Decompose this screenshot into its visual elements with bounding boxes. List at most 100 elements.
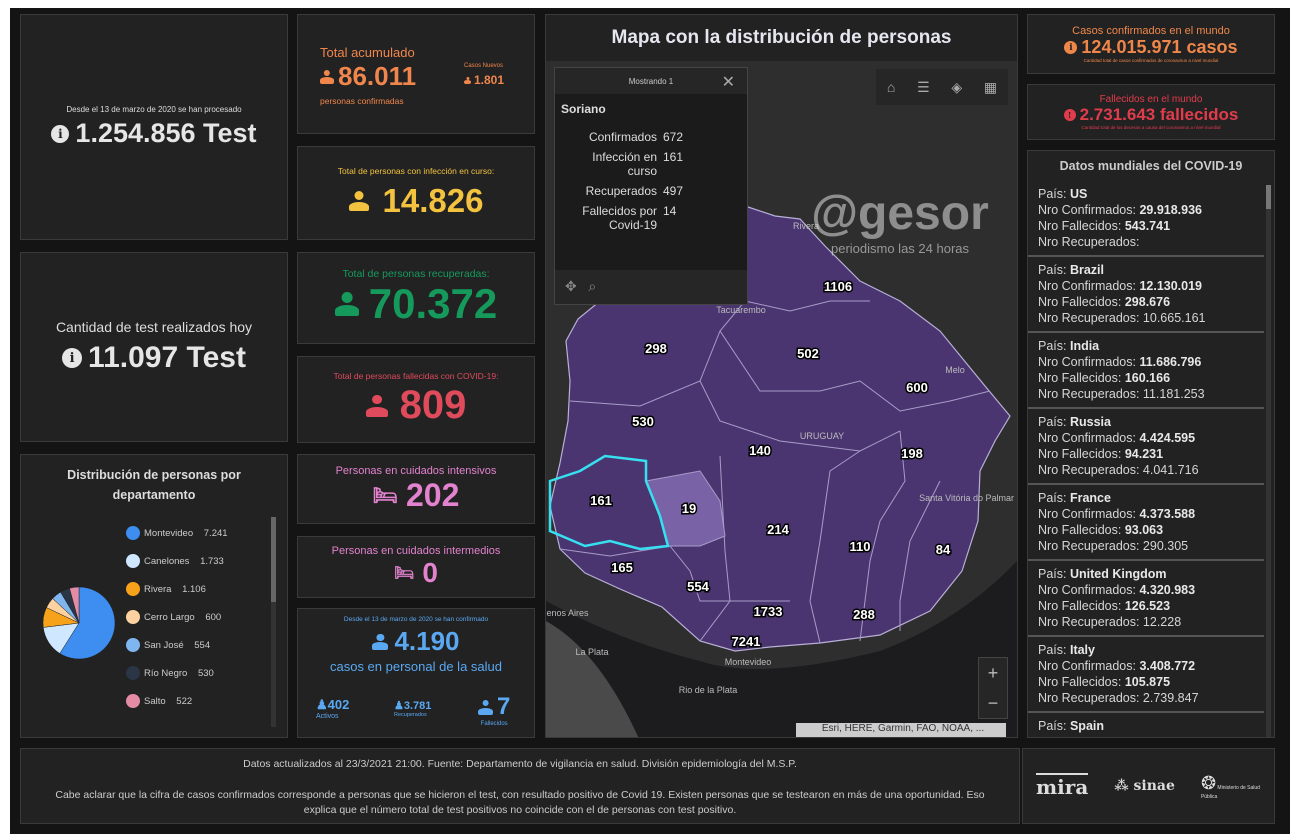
confirmed-label: Nro Confirmados: (1038, 659, 1140, 673)
zoom-to-icon[interactable]: ⌕ (588, 278, 597, 294)
world-list-item[interactable]: País: Brazil Nro Confirmados: 12.130.019 … (1028, 257, 1264, 333)
recovered-label: Nro Recuperados: (1038, 387, 1143, 401)
world-list-item[interactable]: País: Russia Nro Confirmados: 4.424.595 N… (1028, 409, 1264, 485)
legend-scrollbar[interactable] (271, 517, 276, 727)
tests-today-value: 11.097 Test (88, 341, 246, 374)
place-label: URUGUAY (800, 431, 844, 441)
legend-value: 1.733 (200, 555, 224, 567)
legend-item[interactable]: Rivera 1.106 (126, 575, 228, 603)
world-confirmed-card: Casos confirmados en el mundo i 124.015.9… (1027, 14, 1275, 74)
tests-total-caption: Desde el 13 de marzo de 2020 se han proc… (66, 105, 242, 114)
zoom-in-button[interactable]: + (987, 663, 999, 683)
world-deaths-title: Fallecidos en el mundo (1099, 94, 1203, 105)
country-name: United Kingdom (1069, 567, 1167, 581)
map-view[interactable]: 1106 298 502 600 530 140 198 161 19 214 110 84 165 55… (546, 61, 1017, 737)
popup-header: Mostrando 1 ✕ (555, 68, 747, 94)
country-name: Brazil (1069, 263, 1105, 277)
world-confirmed-title: Casos confirmados en el mundo (1072, 25, 1230, 37)
tests-total-card: Desde el 13 de marzo de 2020 se han proc… (20, 14, 288, 240)
world-list-item[interactable]: País: United Kingdom Nro Confirmados: 4.3… (1028, 561, 1264, 637)
place-label: La Plata (575, 647, 608, 657)
department-count-label: 7241 (732, 634, 761, 649)
pan-icon[interactable]: ✥ (565, 278, 577, 294)
popup-field-value: 161 (663, 150, 684, 164)
intensivos-card: Personas en cuidados intensivos 🛏 202 (297, 454, 535, 524)
department-count-label: 140 (749, 443, 771, 458)
close-icon[interactable]: ✕ (721, 74, 735, 91)
salud-fallecidos-label: Fallecidos (480, 721, 508, 727)
zoom-out-button[interactable]: − (987, 693, 999, 713)
confirmed-label: Nro Confirmados: (1038, 583, 1140, 597)
place-label: Buenos Aires (546, 608, 589, 618)
pie-slice-montevideo[interactable] (59, 586, 116, 660)
layers-icon[interactable]: ◈ (951, 78, 963, 95)
legend-item[interactable]: Cerro Largo 600 (126, 603, 228, 631)
basemap-gallery-icon[interactable]: ▦ (983, 78, 998, 95)
legend-color-swatch (126, 694, 140, 708)
department-count-label: 1106 (824, 279, 852, 294)
world-list-scrollbar[interactable] (1266, 185, 1271, 737)
en-curso-title: Total de personas con infección en curso… (337, 166, 495, 176)
world-list[interactable]: País: US Nro Confirmados: 29.918.936 Nro … (1028, 181, 1264, 737)
legend-color-swatch (126, 666, 140, 680)
map-attribution[interactable]: Esri, HERE, Garmin, FAO, NOAA, ... (796, 723, 1006, 737)
footer-logos: mira ⁂ sinae ❂ Ministerio de Salud Públi… (1022, 748, 1275, 824)
info-icon: i (1064, 41, 1078, 54)
legend-item[interactable]: Río Negro 530 (126, 659, 228, 687)
deaths-label: Nro Fallecidos: (1038, 295, 1125, 309)
place-label: Santa Vitória do Palmar (919, 493, 1014, 503)
uruguay-departments[interactable] (549, 205, 1011, 652)
person-icon: ♟ (316, 697, 328, 712)
place-label: Rivera (793, 221, 819, 231)
department-count-label: 530 (632, 414, 654, 429)
confirmed-value: 12.130.019 (1139, 279, 1202, 293)
pie-slice-salto[interactable] (69, 586, 80, 624)
popup-field-label: Infección en curso (592, 150, 657, 178)
argentina-land (546, 621, 639, 737)
fallecidas-title: Total de personas fallecidas con COVID-1… (333, 371, 499, 381)
department-soriano-selected[interactable] (548, 454, 670, 551)
legend-item[interactable]: Canelones 1.733 (126, 547, 228, 575)
legend-item[interactable]: San José 554 (126, 631, 228, 659)
legend-color-swatch (126, 582, 140, 596)
recovered-label: Nro Recuperados: (1038, 691, 1143, 705)
popup-row: Fallecidos por Covid-19 14 (567, 204, 683, 232)
country-name: Spain (1069, 719, 1105, 733)
confirmed-label: Nro Confirmados: (1038, 507, 1140, 521)
confirmed-label: Nro Confirmados: (1038, 355, 1140, 369)
deaths-value: 126.523 (1124, 599, 1171, 613)
deaths-value: 105.875 (1124, 675, 1171, 689)
home-icon[interactable]: ⌂ (886, 79, 896, 95)
world-list-item[interactable]: País: India Nro Confirmados: 11.686.796 N… (1028, 333, 1264, 409)
bed-icon: 🛏 (372, 484, 398, 507)
person-icon (478, 700, 493, 715)
recovered-label: Nro Recuperados: (1038, 311, 1143, 325)
legend-list-icon[interactable]: ☰ (917, 78, 930, 95)
legend-label: Montevideo (144, 527, 194, 539)
salud-activos-label: Activos (316, 713, 339, 720)
recovered-label: Nro Recuperados: (1038, 539, 1143, 553)
department-count-label: 161 (590, 493, 612, 508)
legend-item[interactable]: Salto 522 (126, 687, 228, 715)
intermedios-card: Personas en cuidados intermedios 🛏 0 (297, 536, 535, 598)
world-list-item[interactable]: País: Spain (1028, 713, 1264, 737)
confirmed-label: Nro Confirmados: (1038, 203, 1140, 217)
department-count-label: 298 (645, 341, 667, 356)
watermark-brand: @gesor (811, 187, 989, 240)
recuperadas-title: Total de personas recuperadas: (342, 268, 490, 280)
legend-item[interactable]: Montevideo 7.241 (126, 519, 228, 547)
recovered-label: Nro Recuperados: (1038, 235, 1140, 249)
world-deaths-sub: Cantidad total de los decesos a causa de… (1081, 125, 1221, 130)
country-name: India (1069, 339, 1100, 353)
map-title: Mapa con la distribución de personas (546, 15, 1017, 61)
recovered-value: 290.305 (1142, 539, 1189, 553)
salud-sub: casos en personal de la salud (329, 659, 502, 674)
confirmed-value: 29.918.936 (1139, 203, 1202, 217)
world-list-item[interactable]: País: Italy Nro Confirmados: 3.408.772 Nr… (1028, 637, 1264, 713)
total-acumulado-title: Total acumulado (320, 45, 415, 60)
world-list-item[interactable]: País: France Nro Confirmados: 4.373.588 N… (1028, 485, 1264, 561)
footer-disclaimer: Cabe aclarar que la cifra de casos confi… (55, 789, 985, 816)
world-list-item[interactable]: País: US Nro Confirmados: 29.918.936 Nro … (1028, 181, 1264, 257)
popup-row: Infección en curso 161 (567, 150, 683, 178)
bed-icon: 🛏 (394, 565, 415, 582)
